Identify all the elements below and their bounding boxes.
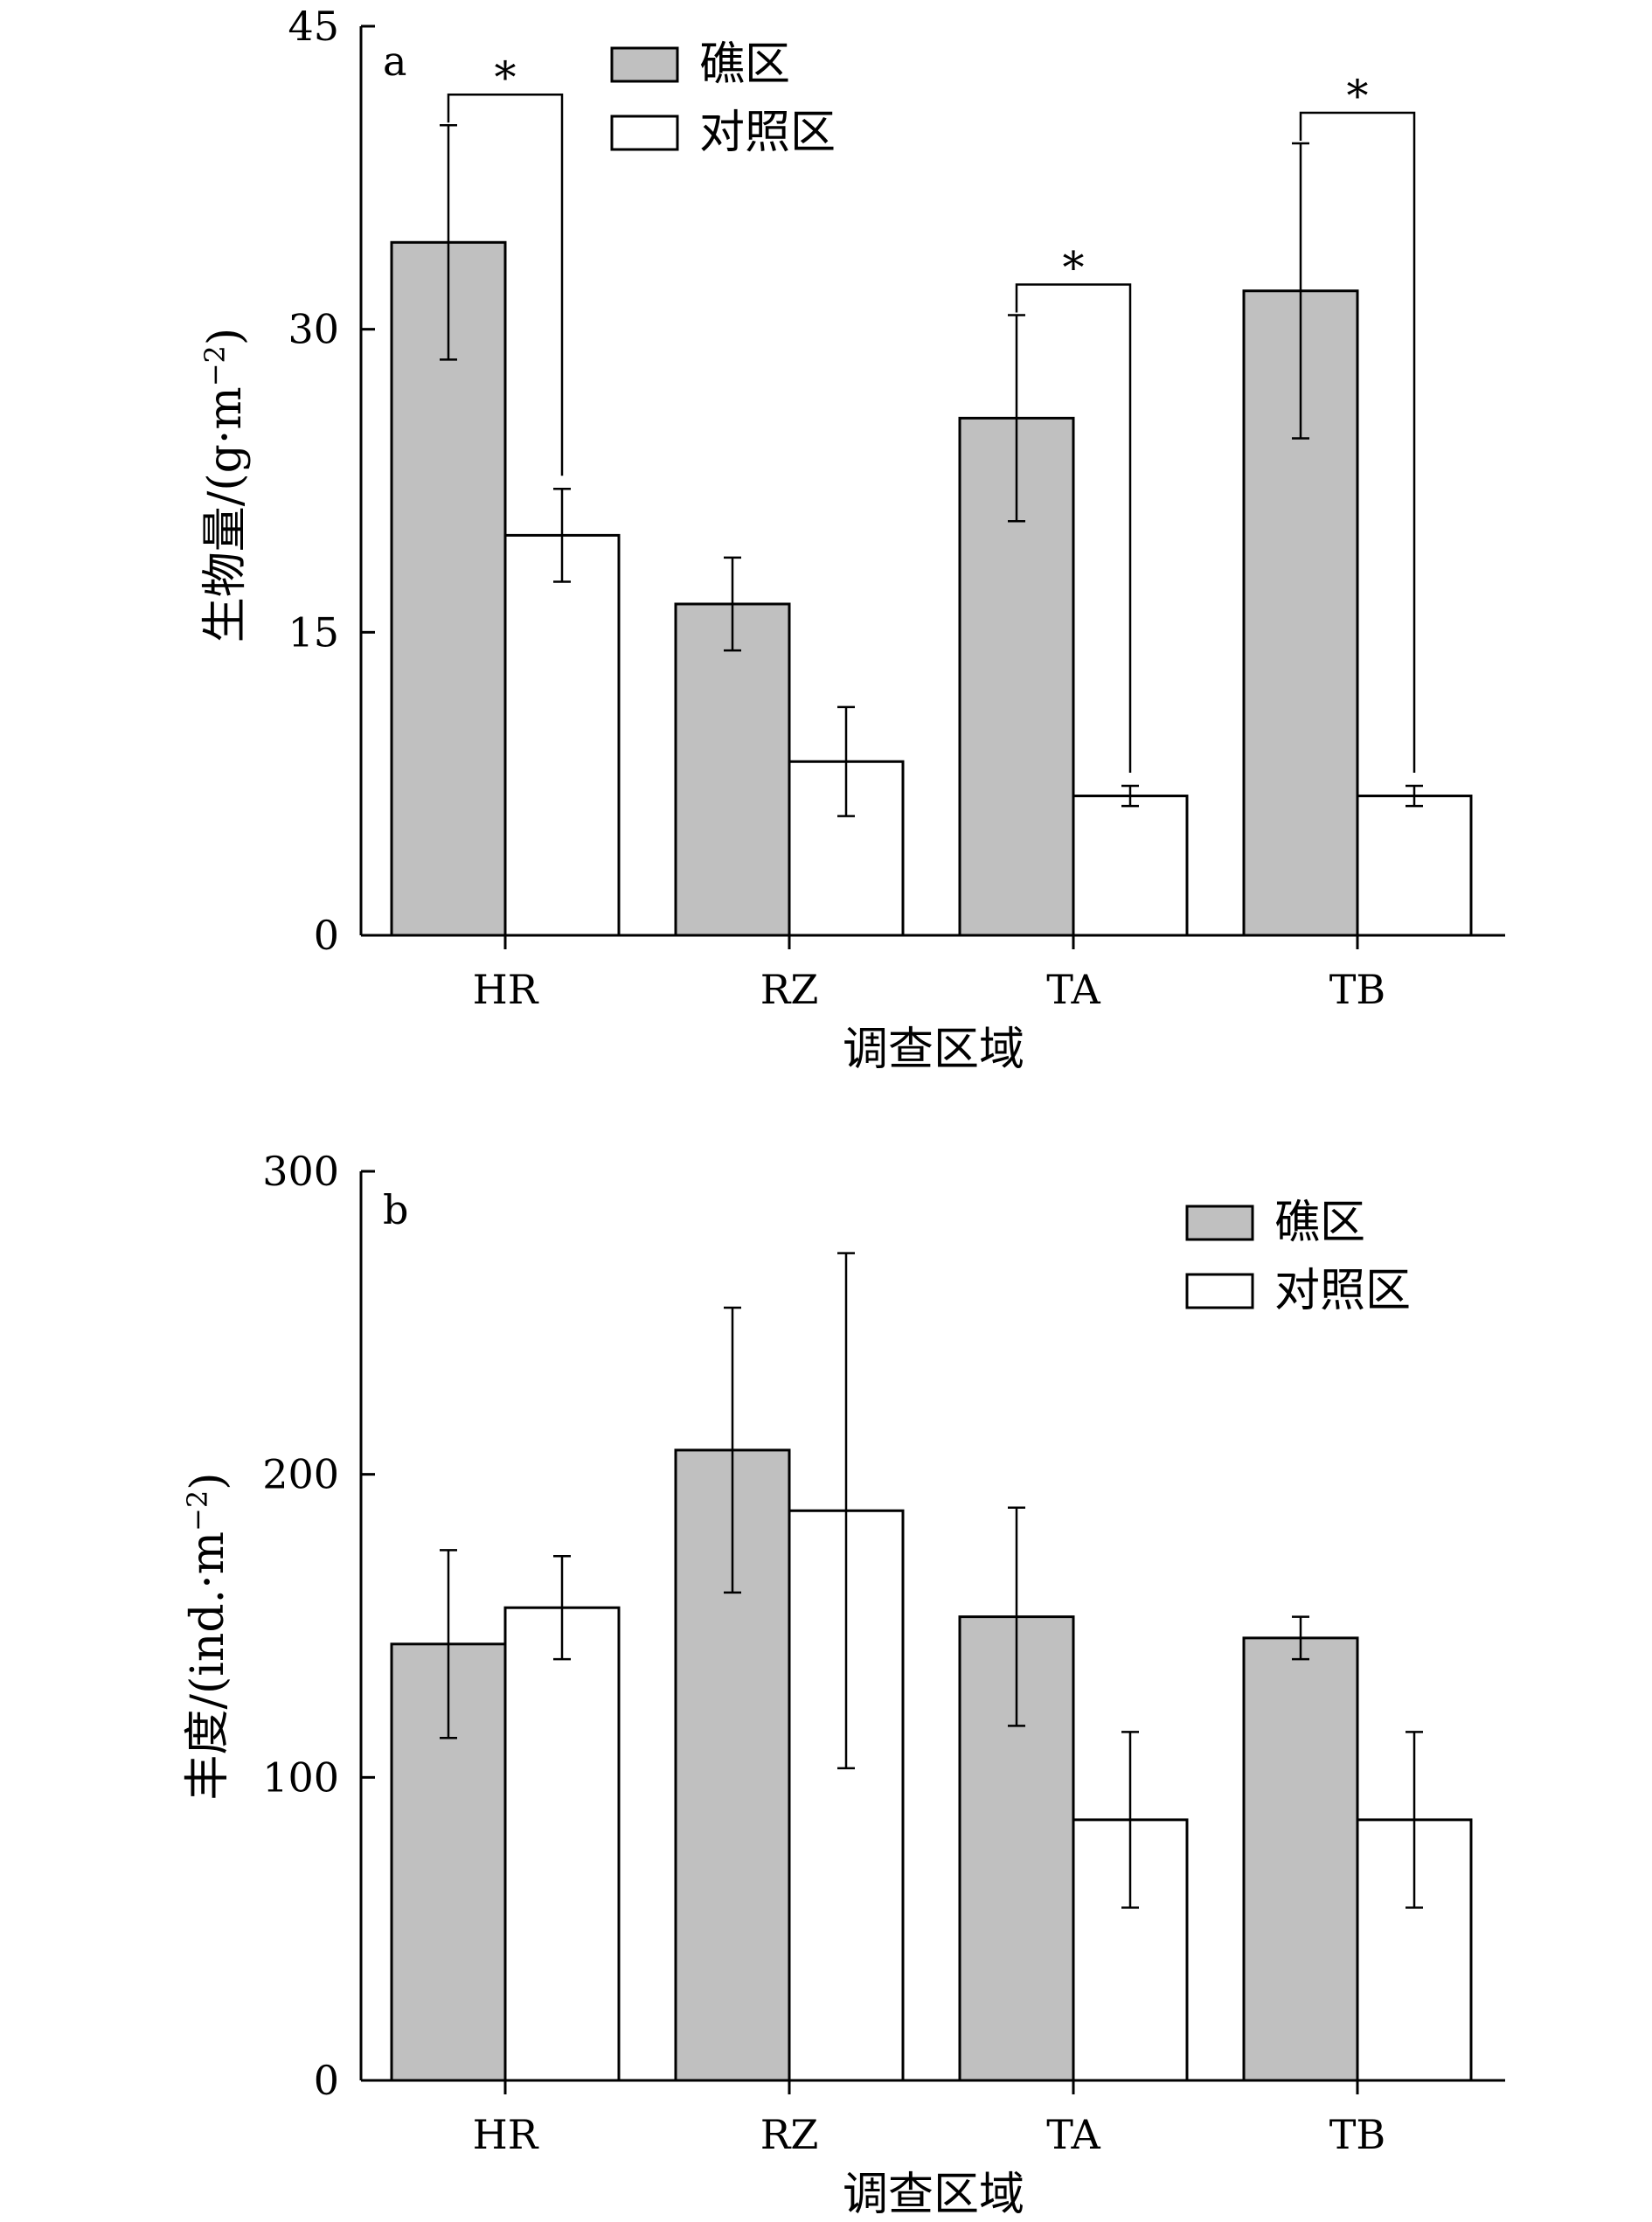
legend-label-reef: 礁区 [699,38,790,91]
significance-star: * [495,52,517,103]
x-tick-label: RZ [760,2111,819,2158]
x-tick-label: HR [473,2111,539,2158]
legend: 礁区 对照区 [1185,1197,1411,1317]
significance-star: * [1347,71,1369,122]
legend: 礁区 对照区 [610,38,836,159]
legend-swatch-control [610,115,679,151]
y-tick-label: 0 [314,912,339,959]
y-axis-title: 生物量/(g·m−2) [198,328,252,642]
y-tick-label: 15 [288,608,339,656]
x-tick-label: HR [473,966,539,1013]
legend-label-reef: 礁区 [1274,1197,1365,1249]
y-tick-label: 200 [262,1451,339,1498]
chart-panel-a: a 生物量/(g·m−2) 调查区域 礁区 对照区 0 15 30 45 HR RZ TA… [198,3,1505,1076]
y-tick-label: 300 [262,1148,339,1195]
legend-swatch-reef [610,46,679,83]
x-tick-label: RZ [760,966,819,1013]
y-tick-label: 0 [314,2057,339,2104]
x-tick-label: TB [1329,966,1386,1013]
y-tick-label: 45 [288,3,339,50]
significance-bracket [1015,283,1132,773]
panel-label: a [383,38,406,85]
x-axis-title: 调查区域 [843,1024,1024,1076]
x-tick-label: TA [1046,2111,1100,2158]
x-tick-label: TB [1329,2111,1386,2158]
chart-panel-b: b 丰度/(ind.·m−2) 调查区域 礁区 对照区 0 100 200 300 H… [181,1148,1505,2221]
significance-bracket [1299,111,1416,773]
significance-star: * [1063,242,1085,293]
y-tick-label: 100 [262,1753,339,1801]
bar-control-TB [1356,795,1473,937]
legend-swatch-reef [1185,1205,1254,1241]
bar-control-HR [503,1606,621,2082]
panel-label: b [383,1186,408,1233]
bar-control-TA [1072,795,1189,937]
legend-label-control: 对照区 [1274,1265,1411,1317]
y-tick-label: 30 [288,306,339,353]
bar-reef-TB [1242,1636,1359,2082]
y-axis-title: 丰度/(ind.·m−2) [181,1472,234,1800]
legend-label-control: 对照区 [699,107,836,159]
x-axis-title: 调查区域 [843,2169,1024,2221]
significance-bracket [447,93,564,476]
x-tick-label: TA [1046,966,1100,1013]
bar-control-HR [503,533,621,937]
bar-reef-RZ [674,602,791,937]
legend-swatch-control [1185,1273,1254,1309]
